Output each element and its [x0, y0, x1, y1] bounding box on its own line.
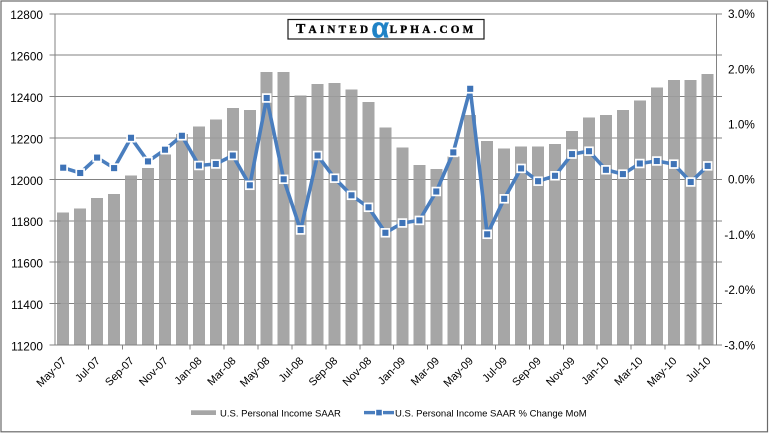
svg-text:11600: 11600	[11, 257, 43, 271]
svg-text:U.S. Personal Income SAAR % Ch: U.S. Personal Income SAAR % Change MoM	[395, 408, 587, 419]
svg-text:12200: 12200	[10, 132, 43, 146]
svg-text:-1.0%: -1.0%	[724, 228, 755, 242]
svg-text:12600: 12600	[10, 50, 43, 64]
svg-text:11200: 11200	[11, 339, 43, 353]
svg-text:U.S. Personal Income SAAR: U.S. Personal Income SAAR	[220, 408, 341, 419]
svg-text:12400: 12400	[10, 91, 43, 105]
svg-text:3.0%: 3.0%	[728, 7, 755, 21]
svg-text:2.0%: 2.0%	[728, 62, 755, 76]
svg-text:12800: 12800	[10, 8, 43, 22]
svg-text:-3.0%: -3.0%	[724, 338, 755, 352]
svg-text:12000: 12000	[10, 174, 43, 188]
svg-text:11400: 11400	[11, 298, 43, 312]
svg-text:1.0%: 1.0%	[728, 118, 755, 132]
svg-text:0.0%: 0.0%	[728, 173, 755, 187]
svg-text:-2.0%: -2.0%	[724, 283, 755, 297]
svg-text:11800: 11800	[11, 215, 43, 229]
